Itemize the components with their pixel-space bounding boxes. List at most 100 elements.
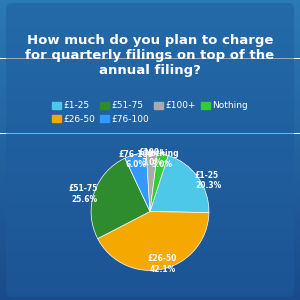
Bar — [0, 122, 300, 123]
Bar — [0, 158, 300, 159]
Bar — [0, 78, 300, 80]
FancyBboxPatch shape — [6, 3, 294, 297]
Bar — [0, 274, 300, 276]
Bar — [0, 246, 300, 247]
Bar — [0, 178, 300, 180]
Bar — [0, 69, 300, 70]
Bar — [0, 171, 300, 172]
Bar — [0, 54, 300, 56]
Bar — [0, 110, 300, 111]
Bar — [0, 8, 300, 9]
Bar — [0, 118, 300, 120]
Bar — [0, 296, 300, 297]
Bar — [0, 234, 300, 236]
Wedge shape — [150, 155, 209, 213]
Wedge shape — [125, 153, 150, 211]
Bar — [0, 80, 300, 81]
Bar — [0, 22, 300, 24]
Bar — [0, 164, 300, 165]
Bar — [0, 50, 300, 51]
Bar — [0, 42, 300, 44]
Bar — [0, 3, 300, 4]
Text: £1-25
20.3%: £1-25 20.3% — [195, 170, 221, 190]
Bar — [0, 249, 300, 250]
Bar — [0, 58, 300, 60]
Bar — [0, 63, 300, 64]
Bar — [0, 285, 300, 286]
Bar — [0, 237, 300, 238]
Bar — [0, 195, 300, 196]
Bar — [0, 282, 300, 284]
Bar — [0, 96, 300, 98]
Bar — [0, 266, 300, 267]
Bar — [0, 105, 300, 106]
Bar — [0, 106, 300, 108]
Bar — [0, 132, 300, 134]
Bar — [0, 39, 300, 40]
Bar — [0, 111, 300, 112]
Bar — [0, 276, 300, 278]
Bar — [0, 61, 300, 63]
Bar — [0, 75, 300, 76]
Bar — [0, 167, 300, 168]
Bar — [0, 18, 300, 20]
Bar — [0, 290, 300, 291]
Bar — [0, 136, 300, 138]
Bar — [0, 226, 300, 228]
Bar — [0, 12, 300, 14]
Bar — [0, 4, 300, 6]
Bar — [0, 184, 300, 186]
Bar — [0, 267, 300, 268]
Bar — [0, 294, 300, 296]
Bar — [0, 291, 300, 292]
Bar — [0, 242, 300, 243]
Bar — [0, 284, 300, 285]
Bar — [0, 27, 300, 28]
Bar — [0, 261, 300, 262]
Bar — [0, 204, 300, 206]
Bar — [0, 243, 300, 244]
Bar — [0, 46, 300, 48]
Bar — [0, 81, 300, 82]
Text: £51-75
25.6%: £51-75 25.6% — [68, 184, 98, 204]
Bar — [0, 258, 300, 260]
Bar — [0, 144, 300, 146]
Bar — [0, 196, 300, 198]
Bar — [0, 273, 300, 274]
Bar — [0, 11, 300, 12]
Bar — [0, 93, 300, 94]
Bar — [0, 160, 300, 162]
Bar — [0, 192, 300, 194]
Bar — [0, 9, 300, 11]
Bar — [0, 218, 300, 219]
Bar — [0, 48, 300, 50]
Bar — [0, 141, 300, 142]
Bar — [0, 45, 300, 46]
Bar — [0, 66, 300, 68]
Bar — [0, 112, 300, 114]
Bar — [0, 286, 300, 288]
Bar — [0, 16, 300, 18]
Bar — [0, 228, 300, 230]
Wedge shape — [91, 158, 150, 238]
Wedge shape — [98, 212, 209, 270]
Bar — [0, 224, 300, 225]
Bar — [0, 298, 300, 300]
Bar — [0, 52, 300, 54]
Bar — [0, 156, 300, 158]
Bar — [0, 176, 300, 177]
Bar — [0, 100, 300, 102]
Bar — [0, 219, 300, 220]
Bar — [0, 280, 300, 282]
Bar — [0, 172, 300, 174]
Bar — [0, 225, 300, 226]
Bar — [0, 34, 300, 36]
Bar — [0, 26, 300, 27]
Bar — [0, 153, 300, 154]
Bar — [0, 116, 300, 117]
Bar — [0, 103, 300, 105]
Bar — [0, 36, 300, 38]
Bar — [0, 88, 300, 90]
Bar — [0, 250, 300, 252]
Bar — [0, 260, 300, 261]
